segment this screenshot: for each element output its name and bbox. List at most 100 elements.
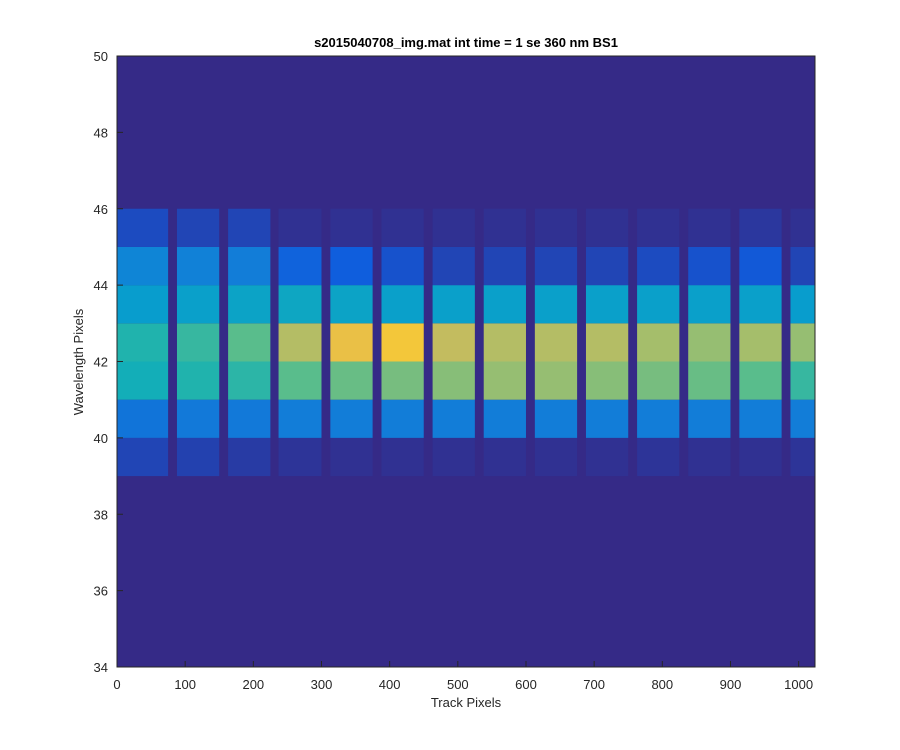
- x-axis: 0 100 200 300 400 500 600 700 800 900 1000: [113, 661, 813, 692]
- heatmap-cell: [228, 361, 271, 400]
- heatmap-cell: [278, 208, 322, 247]
- heatmap-cell: [483, 323, 526, 362]
- y-tick-label: 34: [94, 660, 108, 675]
- heatmap-cell: [432, 361, 475, 400]
- heatmap-cell: [381, 361, 424, 400]
- heatmap-cell: [688, 437, 731, 477]
- heatmap-cell: [117, 437, 169, 477]
- heatmap-cell: [330, 437, 373, 477]
- heatmap-cell: [483, 361, 526, 400]
- heatmap-cell: [688, 208, 731, 247]
- heatmap-cell: [739, 437, 782, 477]
- heatmap-cell: [432, 323, 475, 362]
- x-tick-label: 500: [447, 677, 469, 692]
- heatmap-cell: [228, 246, 271, 286]
- y-tick-label: 48: [94, 125, 108, 140]
- plot-area: [116, 55, 816, 668]
- heatmap-cell: [688, 361, 731, 400]
- y-axis: 34 36 38 40 42 44 46 48 50: [94, 49, 123, 675]
- heatmap-cell: [585, 285, 629, 324]
- heatmap-cell: [117, 361, 169, 400]
- heatmap-cell: [637, 399, 680, 438]
- heatmap-cell: [534, 246, 578, 286]
- heatmap-cell: [278, 285, 322, 324]
- heatmap-cell: [117, 208, 169, 247]
- heatmap-cell: [585, 437, 629, 477]
- heatmap-cell: [739, 285, 782, 324]
- heatmap-cell: [278, 323, 322, 362]
- heatmap-cell: [534, 399, 578, 438]
- heatmap-cell: [278, 437, 322, 477]
- heatmap-cell: [739, 361, 782, 400]
- heatmap-cell: [381, 285, 424, 324]
- heatmap-cell: [228, 208, 271, 247]
- heatmap-cell: [790, 399, 815, 438]
- heatmap-cell: [483, 399, 526, 438]
- heatmap-cell: [483, 437, 526, 477]
- heatmap-cell: [381, 399, 424, 438]
- chart-title: s2015040708_img.mat int time = 1 se 360 …: [314, 35, 618, 50]
- x-tick-label: 400: [379, 677, 401, 692]
- heatmap-cell: [278, 361, 322, 400]
- heatmap-cell: [483, 246, 526, 286]
- heatmap-cell: [483, 208, 526, 247]
- x-tick-label: 300: [311, 677, 333, 692]
- y-axis-label: Wavelength Pixels: [71, 308, 86, 415]
- heatmap-cell: [637, 437, 680, 477]
- heatmap-cell: [432, 399, 475, 438]
- heatmap-cell: [432, 437, 475, 477]
- x-tick-label: 600: [515, 677, 537, 692]
- heatmap-cell: [739, 246, 782, 286]
- x-axis-label: Track Pixels: [431, 695, 502, 710]
- heatmap-cell: [176, 246, 220, 286]
- heatmap-cell: [330, 399, 373, 438]
- x-tick-label: 800: [651, 677, 673, 692]
- heatmap-cell: [330, 285, 373, 324]
- x-tick-label: 100: [174, 677, 196, 692]
- heatmap-cell: [330, 361, 373, 400]
- heatmap-cell: [330, 208, 373, 247]
- heatmap-cell: [688, 323, 731, 362]
- heatmap-cell: [330, 246, 373, 286]
- heatmap-cell: [432, 208, 475, 247]
- heatmap-cell: [637, 285, 680, 324]
- heatmap-cell: [790, 437, 815, 477]
- heatmap-cell: [739, 399, 782, 438]
- heatmap-cell: [228, 437, 271, 477]
- heatmap-cell: [278, 399, 322, 438]
- y-tick-label: 42: [94, 355, 108, 370]
- heatmap-cell: [534, 208, 578, 247]
- heatmap-cell: [534, 323, 578, 362]
- x-tick-label: 900: [720, 677, 742, 692]
- heatmap-cell: [330, 323, 373, 362]
- heatmap-cell: [790, 361, 815, 400]
- heatmap-cell: [739, 208, 782, 247]
- heatmap-cell: [534, 285, 578, 324]
- heatmap-cell: [381, 323, 424, 362]
- heatmap-cell: [432, 246, 475, 286]
- heatmap-cell: [585, 323, 629, 362]
- heatmap-cell: [688, 399, 731, 438]
- heatmap-cell: [688, 285, 731, 324]
- heatmap-cell: [176, 323, 220, 362]
- heatmap-cell: [381, 437, 424, 477]
- heatmap-cell: [585, 208, 629, 247]
- heatmap-cell: [790, 246, 815, 286]
- heatmap-cell: [688, 246, 731, 286]
- heatmap-cell: [739, 323, 782, 362]
- heatmap-cell: [228, 323, 271, 362]
- heatmap-cell: [637, 208, 680, 247]
- heatmap-cell: [278, 246, 322, 286]
- heatmap-cell: [381, 246, 424, 286]
- heatmap-cell: [637, 246, 680, 286]
- heatmap-cell: [117, 399, 169, 438]
- heatmap-cell: [432, 285, 475, 324]
- heatmap-cell: [790, 323, 815, 362]
- y-tick-label: 46: [94, 202, 108, 217]
- y-tick-label: 44: [94, 278, 108, 293]
- heatmap-cell: [228, 285, 271, 324]
- heatmap-cell: [228, 399, 271, 438]
- heatmap-cell: [117, 246, 169, 286]
- heatmap-cell: [534, 437, 578, 477]
